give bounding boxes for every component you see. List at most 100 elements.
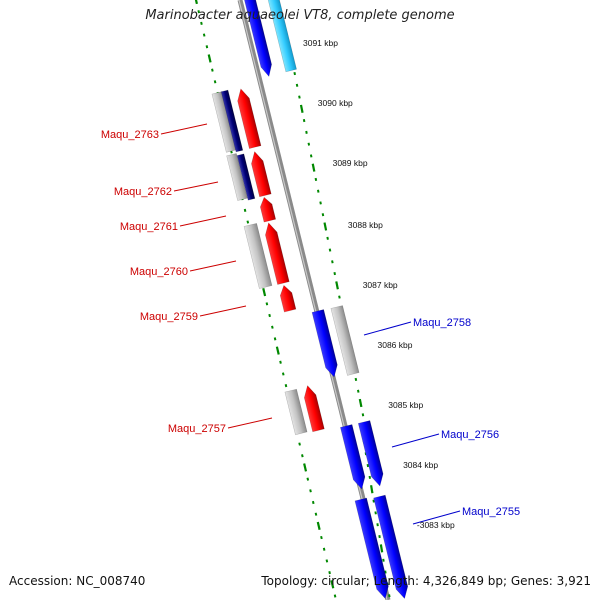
gene-maqu-2756-a (340, 424, 366, 490)
gene-features (211, 0, 409, 600)
scale-label-8: -3083 kbp (417, 520, 455, 530)
gene-2763-navy (220, 89, 244, 153)
minor-tick (205, 45, 209, 49)
minor-tick (211, 68, 214, 72)
minor-tick (302, 119, 306, 123)
gene-2757-gray-shape (284, 388, 308, 436)
gene-maqu-2761-shape (260, 196, 277, 223)
label-maqu-2755-leader (412, 510, 461, 525)
major-tick (379, 544, 384, 553)
scale-label-3: 3088 kbp (348, 220, 383, 230)
gene-maqu-2758 (311, 309, 338, 378)
minor-tick (314, 177, 318, 182)
scale-label-1: 3090 kbp (318, 98, 353, 108)
minor-tick (202, 33, 206, 37)
gene-2762-navy-shape (236, 153, 256, 201)
major-tick (207, 54, 212, 63)
minor-tick (321, 213, 325, 217)
gene-2760-gray-shape (243, 223, 273, 289)
major-tick (311, 163, 316, 172)
gene-maqu-2761 (260, 196, 277, 223)
minor-tick (271, 325, 274, 329)
minor-tick (314, 512, 318, 516)
minor-tick (284, 384, 288, 388)
minor-tick (273, 337, 277, 341)
minor-tick (301, 454, 304, 458)
accession-text: Accession: NC_008740 (9, 574, 146, 588)
label-maqu-2758-leader (363, 321, 412, 336)
gene-2760-gray (243, 223, 273, 289)
label-maqu-2757: Maqu_2757 (168, 423, 226, 435)
gene-maqu-2763-shape (237, 88, 262, 149)
minor-tick (356, 389, 360, 393)
major-tick (323, 222, 328, 231)
label-maqu-2759-leader (199, 305, 247, 317)
gene-maqu-2762 (251, 151, 272, 198)
label-maqu-2760-leader (189, 260, 237, 272)
minor-tick (361, 413, 365, 417)
gene-maqu-2760-shape (265, 222, 290, 285)
major-tick (299, 104, 304, 113)
minor-tick (200, 21, 203, 25)
gene-maqu-2757-shape (304, 385, 325, 433)
minor-tick (293, 71, 296, 76)
gene-maqu-2755-b (373, 494, 409, 599)
label-maqu-2763-leader (160, 123, 208, 135)
gene-maqu-2755-b-shape (373, 494, 409, 599)
label-maqu-2761: Maqu_2761 (120, 221, 178, 233)
scale-label-2: 3089 kbp (333, 158, 368, 168)
minor-tick (307, 142, 311, 146)
major-tick (370, 485, 374, 494)
label-maqu-2761-leader (179, 215, 227, 227)
minor-tick (268, 313, 271, 318)
minor-tick (243, 208, 247, 212)
minor-tick (328, 248, 332, 252)
genome-title: Marinobacter aquaeolei VT8, complete gen… (145, 8, 455, 23)
major-tick (358, 398, 363, 408)
scale-label-7: 3084 kbp (403, 460, 438, 470)
minor-tick (295, 83, 299, 87)
gene-maqu-2756-b-shape (357, 420, 384, 487)
label-maqu-2759: Maqu_2759 (140, 311, 198, 323)
major-tick (330, 580, 335, 589)
minor-tick (328, 571, 331, 575)
minor-tick (333, 594, 337, 598)
label-maqu-2755: Maqu_2755 (462, 506, 520, 518)
gene-2762-gray (226, 153, 248, 201)
gene-maqu-2762-shape (251, 151, 272, 198)
gene-2762-navy (236, 153, 256, 201)
label-maqu-2756: Maqu_2756 (441, 429, 499, 441)
minor-tick (319, 201, 322, 205)
label-maqu-2760: Maqu_2760 (130, 266, 188, 278)
minor-tick (309, 154, 313, 158)
major-tick (335, 281, 339, 290)
gene-maqu-2759 (279, 284, 297, 313)
gene-maqu-2757 (304, 385, 325, 433)
label-maqu-2756-leader (391, 433, 440, 448)
gene-maqu-2756-a-shape (340, 424, 366, 490)
gene-2762-gray-shape (226, 153, 248, 201)
gene-2758-gray-shape (330, 305, 360, 376)
scale-label-6: 3085 kbp (388, 400, 423, 410)
gene-maqu-2760 (265, 222, 290, 285)
minor-tick (265, 302, 269, 306)
gene-maqu-2758-shape (311, 309, 338, 378)
gene-maqu-2763 (237, 88, 262, 149)
scale-label-4: 3087 kbp (363, 280, 398, 290)
minor-tick (197, 10, 201, 14)
major-tick (303, 463, 308, 472)
label-maqu-2762-leader (173, 181, 219, 192)
minor-tick (320, 535, 323, 540)
minor-tick (338, 295, 341, 299)
major-tick (316, 521, 321, 531)
genome-stats-text: Topology: circular; Length: 4,326,849 bp… (261, 574, 591, 588)
gene-maqu-2756-b (357, 420, 384, 487)
major-tick (275, 346, 280, 355)
gene-labels: Maqu_2763 Maqu_2762 Maqu_2761 Maqu_2760 Maqu… (101, 123, 520, 525)
minor-tick (213, 80, 217, 84)
minor-tick (309, 489, 312, 493)
scale-label-0: 3091 kbp (303, 38, 338, 48)
gene-maqu-2755-a (354, 497, 389, 600)
gene-2763-navy-shape (220, 89, 244, 153)
